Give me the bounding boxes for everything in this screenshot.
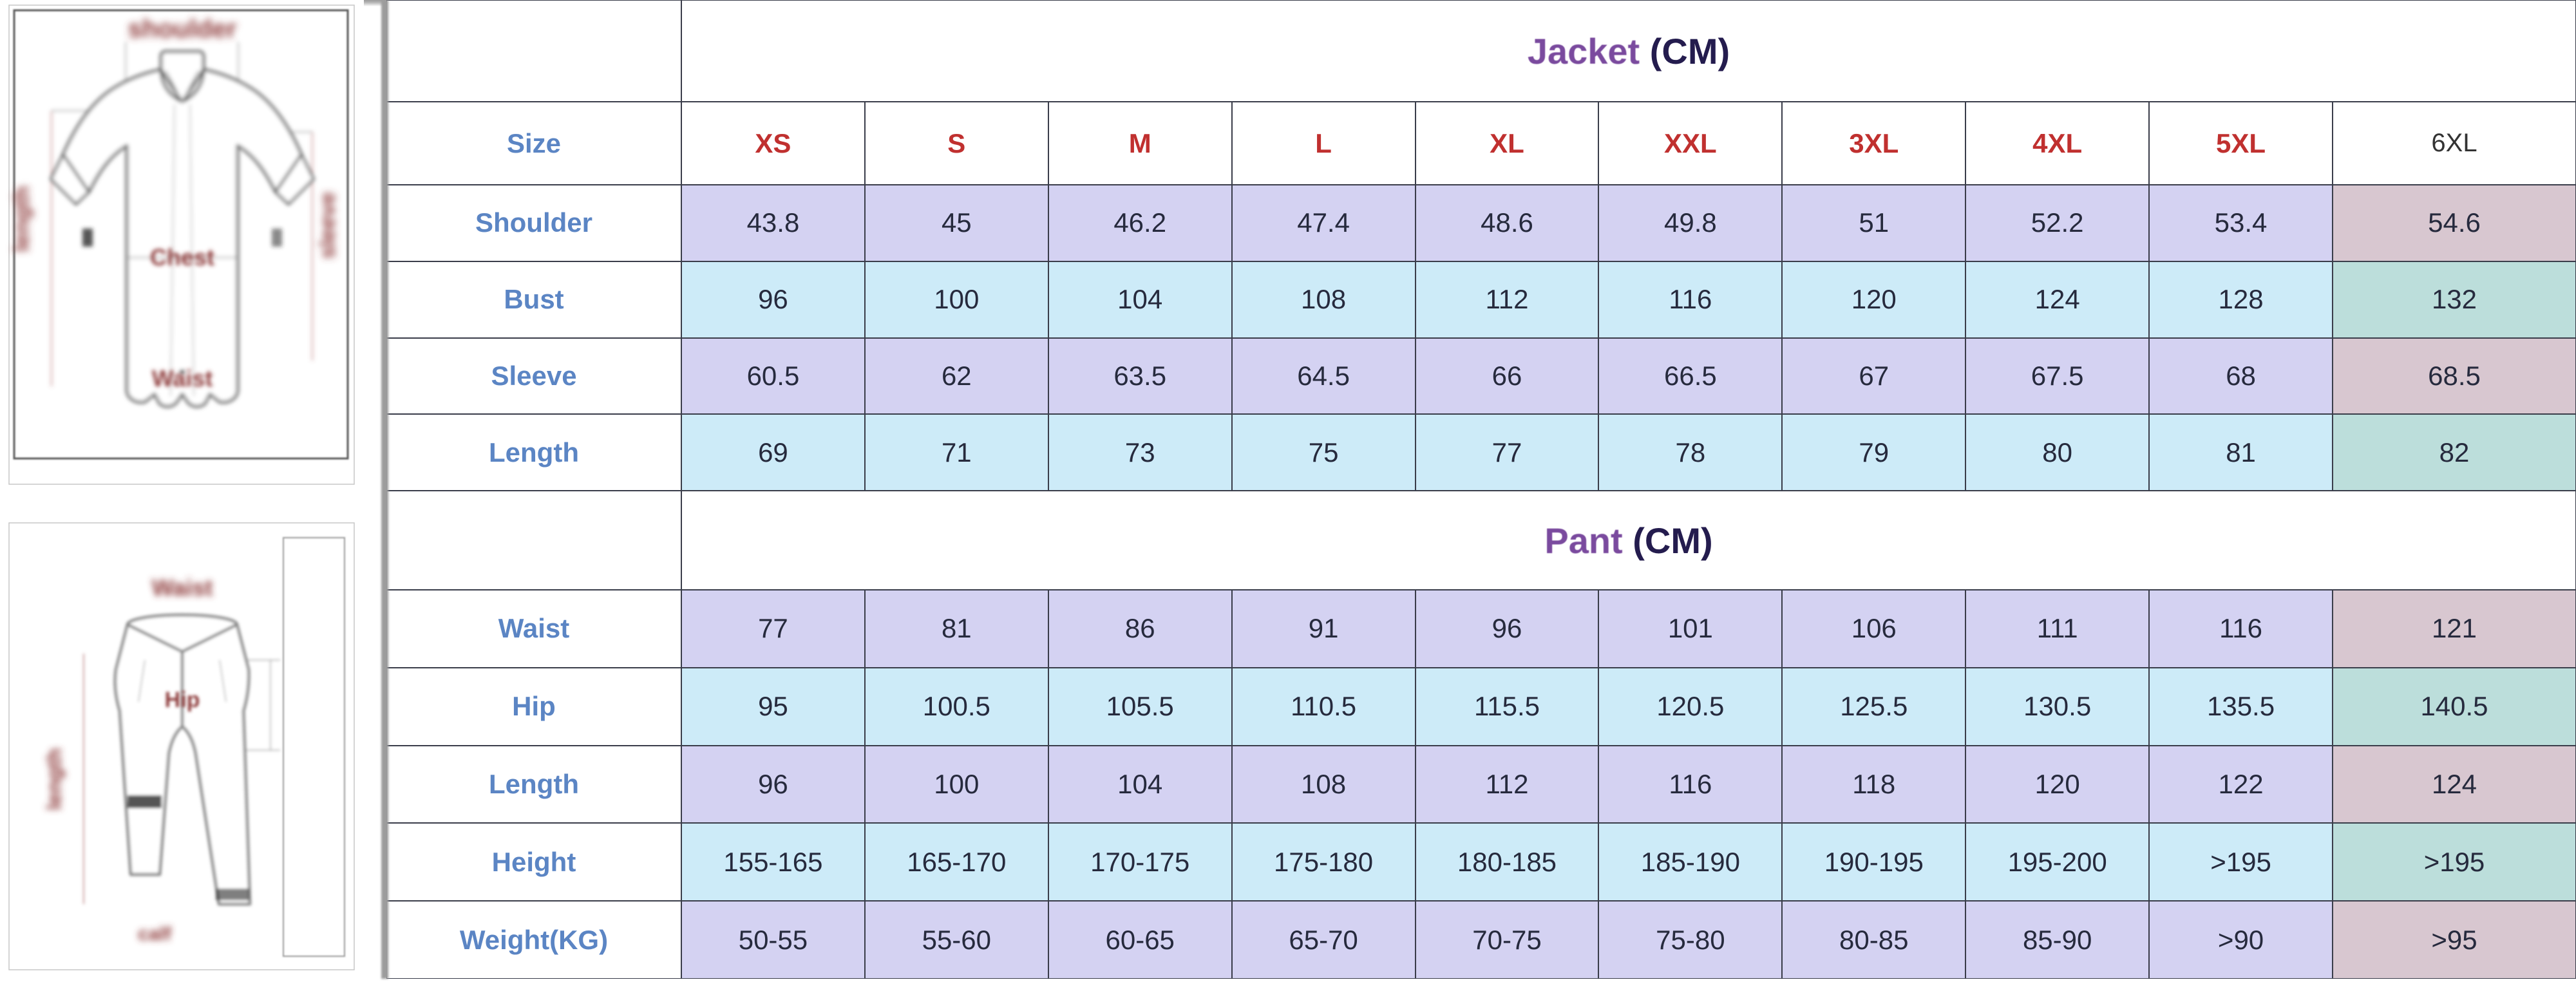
svg-text:Waist: Waist <box>152 365 213 392</box>
svg-text:length: length <box>43 748 66 810</box>
svg-text:calf: calf <box>138 923 172 945</box>
svg-text:Hip: Hip <box>165 688 200 712</box>
svg-text:shoulder: shoulder <box>128 15 237 43</box>
svg-text:Chest: Chest <box>150 244 214 270</box>
svg-text:Waist: Waist <box>152 574 213 601</box>
svg-text:length: length <box>10 186 34 252</box>
svg-text:sleeve: sleeve <box>316 192 340 259</box>
